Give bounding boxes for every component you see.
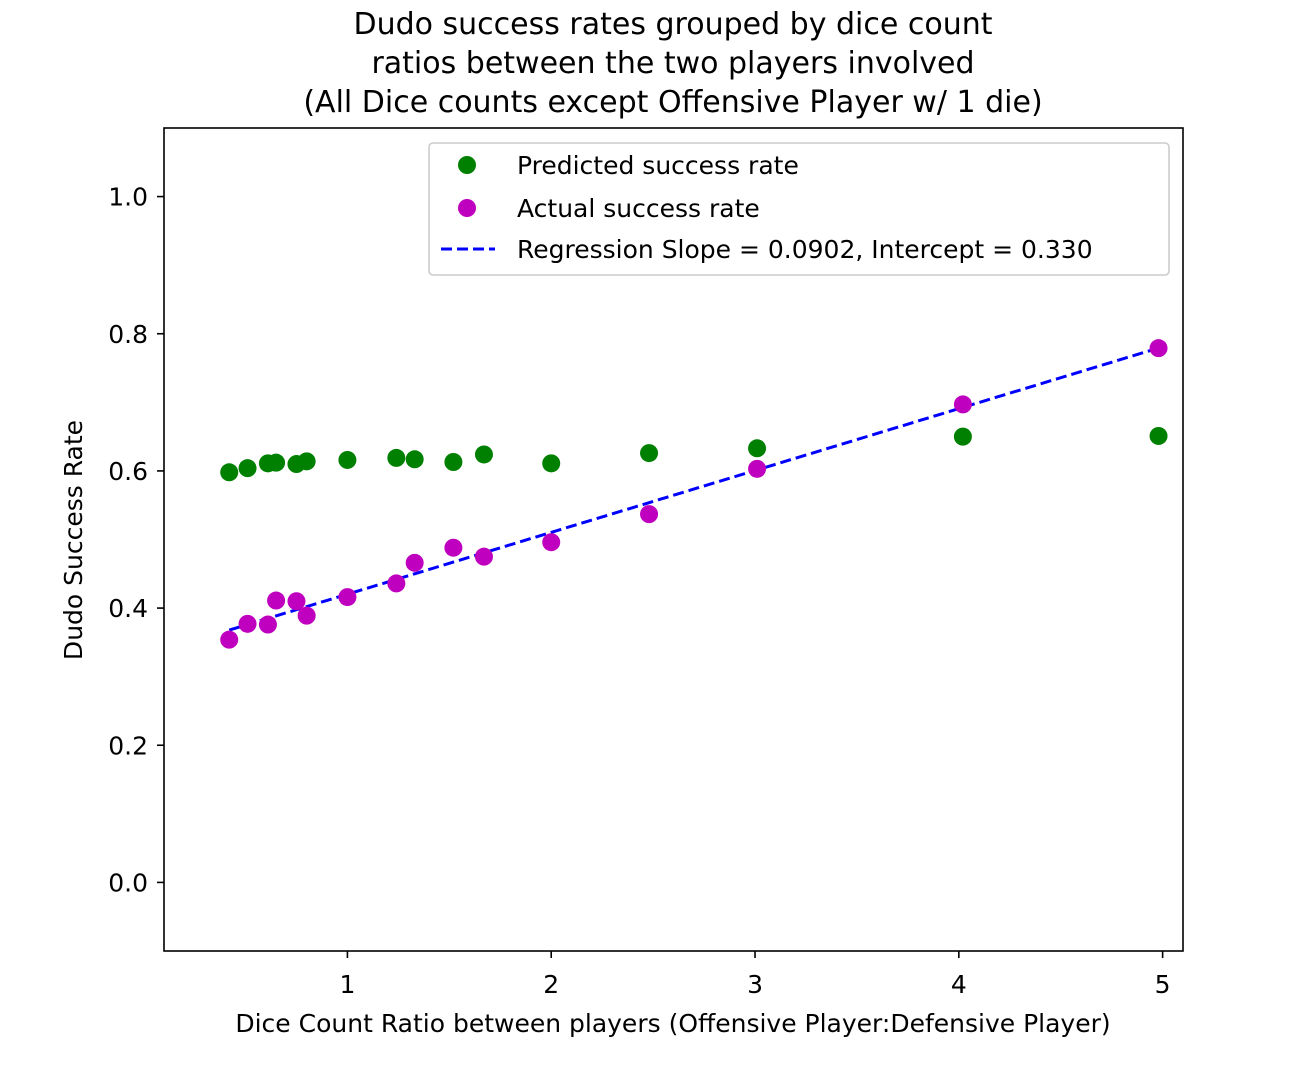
predicted-point	[542, 454, 561, 473]
x-axis-label: Dice Count Ratio between players (Offens…	[235, 1009, 1110, 1038]
regression-line	[228, 346, 1159, 632]
actual-point	[953, 395, 972, 414]
y-axis-label: Dudo Success Rate	[59, 420, 88, 660]
chart-title-line-3: (All Dice counts except Offensive Player…	[303, 85, 1042, 120]
actual-point	[474, 547, 493, 566]
legend-label-actual: Actual success rate	[517, 194, 760, 223]
actual-point	[640, 505, 659, 524]
predicted-point	[1149, 426, 1168, 445]
actual-point	[220, 630, 239, 649]
y-axis-ticks: 0.0 0.2 0.4 0.6 0.8 1.0	[108, 183, 164, 897]
predicted-point	[640, 444, 659, 463]
predicted-point	[444, 453, 463, 472]
x-tick-label: 2	[543, 970, 559, 999]
legend-marker-predicted	[458, 156, 476, 174]
actual-point	[542, 533, 561, 552]
actual-point	[748, 459, 767, 478]
actual-point	[267, 591, 286, 610]
y-tick-label: 0.8	[108, 320, 148, 349]
y-tick-label: 0.4	[108, 594, 148, 623]
x-tick-label: 3	[747, 970, 763, 999]
legend-label-predicted: Predicted success rate	[517, 151, 799, 180]
chart-legend: Predicted success rate Actual success ra…	[428, 142, 1170, 276]
actual-point	[258, 615, 277, 634]
predicted-point	[338, 450, 357, 469]
predicted-point	[297, 452, 316, 471]
predicted-point	[387, 448, 406, 467]
actual-point	[238, 614, 257, 633]
predicted-point	[267, 453, 286, 472]
predicted-point	[748, 439, 767, 458]
scatter-series	[220, 339, 1168, 649]
regression-series	[228, 346, 1159, 632]
y-tick-label: 0.2	[108, 731, 148, 760]
y-tick-label: 1.0	[108, 183, 148, 212]
predicted-point	[220, 463, 239, 482]
chart-title-line-2: ratios between the two players involved	[371, 46, 974, 81]
actual-point	[338, 588, 357, 607]
predicted-point	[238, 459, 257, 478]
x-tick-label: 4	[951, 970, 967, 999]
predicted-point	[953, 427, 972, 446]
actual-point	[405, 553, 424, 572]
predicted-point	[474, 445, 493, 464]
legend-box	[428, 142, 1170, 276]
actual-point	[287, 592, 306, 611]
chart-title: Dudo success rates grouped by dice count…	[303, 7, 1042, 120]
x-axis-ticks: 1 2 3 4 5	[339, 951, 1171, 999]
legend-label-regression: Regression Slope = 0.0902, Intercept = 0…	[517, 235, 1093, 264]
actual-point	[387, 574, 406, 593]
actual-point	[444, 538, 463, 557]
y-tick-label: 0.6	[108, 457, 148, 486]
legend-marker-actual	[458, 199, 476, 217]
actual-point	[297, 606, 316, 625]
x-tick-label: 5	[1155, 970, 1171, 999]
actual-point	[1149, 339, 1168, 358]
chart-title-line-1: Dudo success rates grouped by dice count	[353, 7, 992, 42]
x-tick-label: 1	[339, 970, 355, 999]
y-tick-label: 0.0	[108, 868, 148, 897]
predicted-point	[405, 450, 424, 469]
